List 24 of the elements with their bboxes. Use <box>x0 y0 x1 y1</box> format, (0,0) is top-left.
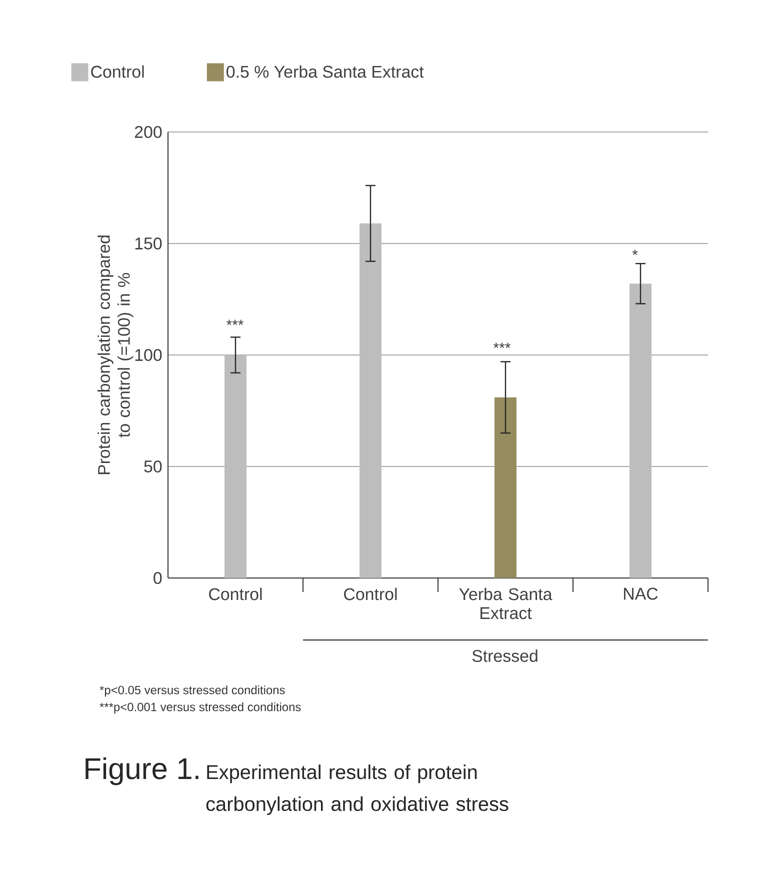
bar <box>224 354 246 578</box>
bar <box>360 223 382 578</box>
text: Stressed <box>472 650 538 662</box>
x-tick-label: Control <box>344 588 397 600</box>
y-tick-label: 50 <box>144 460 162 472</box>
x-tick-label: Yerba Santa Extract <box>459 588 552 620</box>
bar <box>494 397 516 578</box>
text: *p<0.05 versus stressed conditions <box>100 686 285 697</box>
y-tick-label: 100 <box>135 348 162 361</box>
legend-label: Control <box>91 65 144 78</box>
legend-label: 0.5 % Yerba Santa Extract <box>226 65 424 78</box>
bar <box>630 284 652 578</box>
annotation: *** <box>494 342 510 348</box>
x-tick-label: NAC <box>624 588 658 600</box>
y-axis-title: Protein carbonylation compared to control (=100) in % <box>98 236 134 474</box>
annotation: * <box>632 250 638 255</box>
x-tick-label: Control <box>209 588 262 600</box>
y-tick-label: 0 <box>154 572 162 584</box>
y-tick-label: 200 <box>134 126 162 138</box>
annotation: *** <box>226 320 244 325</box>
caption: Figure 1. <box>86 757 198 786</box>
text: Experimental results of protein carbonylation and oxidative stress <box>206 764 508 816</box>
text: ***p<0.001 versus stressed conditions <box>100 702 301 714</box>
y-tick-label: 150 <box>135 237 162 250</box>
